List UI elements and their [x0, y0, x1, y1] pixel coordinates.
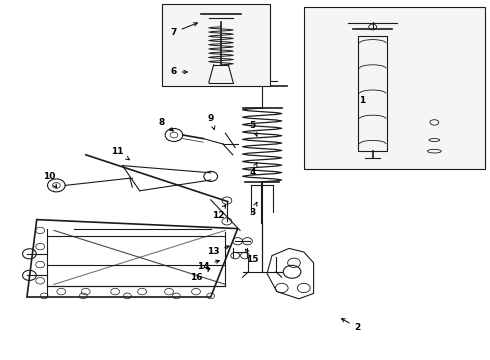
Bar	[304, 7, 485, 169]
Text: 7: 7	[170, 23, 197, 37]
Text: 11: 11	[111, 147, 129, 160]
Text: 1: 1	[360, 96, 366, 105]
Bar	[358, 36, 388, 151]
Text: 3: 3	[249, 202, 257, 217]
Text: 6: 6	[171, 68, 187, 77]
Bar	[162, 4, 270, 86]
Text: 5: 5	[249, 122, 257, 136]
Text: 12: 12	[212, 205, 226, 220]
Text: 8: 8	[159, 118, 173, 131]
Text: 16: 16	[190, 269, 210, 282]
Text: 15: 15	[245, 249, 259, 264]
Text: 2: 2	[342, 319, 361, 332]
Text: 9: 9	[207, 114, 215, 130]
Text: 13: 13	[207, 246, 229, 256]
Text: 10: 10	[43, 172, 57, 188]
Text: 4: 4	[249, 163, 257, 177]
Text: 14: 14	[197, 260, 220, 271]
